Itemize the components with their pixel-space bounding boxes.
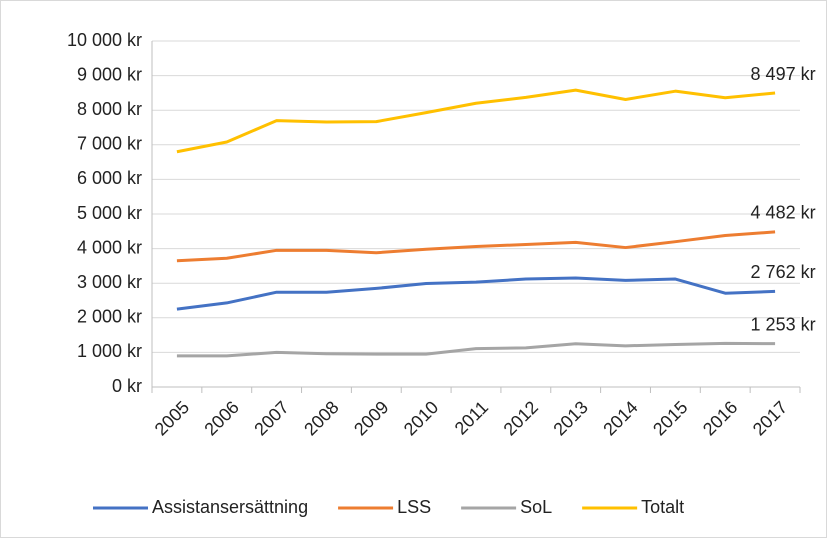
y-tick-label: 2 000 kr [77, 307, 142, 327]
series-line [176, 341, 776, 358]
y-tick-label: 5 000 kr [77, 203, 142, 223]
y-tick-label: 6 000 kr [77, 168, 142, 188]
y-tick-label: 0 kr [112, 376, 142, 396]
series-line [176, 88, 776, 154]
y-tick-label: 8 000 kr [77, 99, 142, 119]
y-tick-label: 3 000 kr [77, 272, 142, 292]
legend-label: LSS [397, 497, 431, 517]
y-tick-label: 10 000 kr [67, 30, 142, 50]
legend-label: Assistansersättning [152, 497, 308, 517]
data-label: 4 482 kr [751, 203, 816, 223]
y-tick-label: 1 000 kr [77, 341, 142, 361]
series-line [176, 276, 776, 311]
data-label: 8 497 kr [751, 64, 816, 84]
y-tick-label: 7 000 kr [77, 134, 142, 154]
data-label: 2 762 kr [751, 262, 816, 282]
y-tick-label: 9 000 kr [77, 64, 142, 84]
data-label: 1 253 kr [751, 314, 816, 334]
y-tick-label: 4 000 kr [77, 237, 142, 257]
legend-label: Totalt [641, 497, 684, 517]
legend-label: SoL [520, 497, 552, 517]
series-line [176, 230, 776, 263]
